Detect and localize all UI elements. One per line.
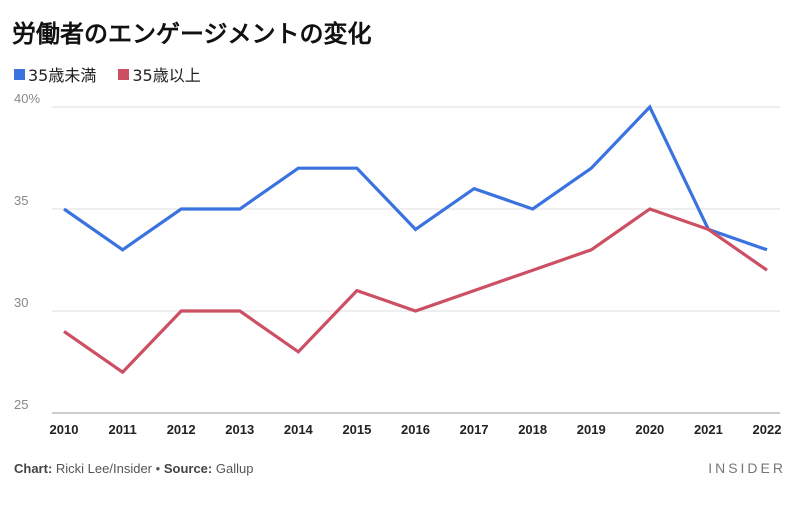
series-line-under-35 bbox=[63, 104, 768, 252]
x-tick-label: 2012 bbox=[167, 422, 196, 437]
y-tick-label: 25 bbox=[14, 397, 28, 412]
footer-source-label: Source: bbox=[163, 461, 213, 476]
y-tick-label: 30 bbox=[14, 295, 28, 310]
x-tick-label: 2018 bbox=[518, 422, 547, 437]
footer-source-credit: Gallup bbox=[215, 461, 254, 476]
footer-chart-label: Chart: bbox=[14, 461, 53, 476]
x-tick-label: 2010 bbox=[50, 422, 79, 437]
footer-chart-credit: Ricki Lee/Insider bbox=[55, 461, 153, 476]
x-tick-label: 2020 bbox=[635, 422, 664, 437]
x-tick-label: 2015 bbox=[342, 422, 371, 437]
legend: 35歳未満 35歳以上 bbox=[14, 62, 223, 86]
series-line-35-plus bbox=[63, 207, 768, 375]
y-tick-label: 40% bbox=[14, 91, 40, 106]
chart-title: 労働者のエンゲージメントの変化 bbox=[12, 20, 372, 48]
legend-swatch-under-35 bbox=[14, 68, 25, 80]
legend-swatch-35-plus bbox=[118, 68, 130, 80]
x-axis-ticks: 2010 2011 2012 2013 2014 2015 2016 2017 2018 2019… bbox=[50, 422, 782, 437]
x-tick-label: 2021 bbox=[694, 422, 723, 437]
x-tick-label: 2022 bbox=[753, 422, 782, 437]
insider-logo: INSIDER bbox=[708, 460, 786, 476]
y-axis-ticks: 40% 35 30 25 bbox=[14, 91, 40, 412]
x-tick-label: 2013 bbox=[225, 422, 254, 437]
x-tick-label: 2014 bbox=[284, 422, 314, 437]
x-tick-label: 2017 bbox=[460, 422, 489, 437]
series-lines bbox=[63, 104, 768, 375]
legend-label-35-plus: 35歳以上 bbox=[132, 66, 201, 85]
footer-separator: • bbox=[155, 461, 161, 476]
y-tick-label: 35 bbox=[14, 193, 28, 208]
legend-item-35-plus: 35歳以上 bbox=[118, 62, 201, 86]
legend-label-under-35: 35歳未満 bbox=[28, 66, 97, 85]
legend-item-under-35: 35歳未満 bbox=[14, 62, 96, 86]
x-tick-label: 2019 bbox=[577, 422, 606, 437]
x-tick-label: 2016 bbox=[401, 422, 430, 437]
x-tick-label: 2011 bbox=[108, 422, 136, 437]
chart-footer: Chart: Ricki Lee/Insider • Source: Gallu… bbox=[14, 461, 253, 476]
